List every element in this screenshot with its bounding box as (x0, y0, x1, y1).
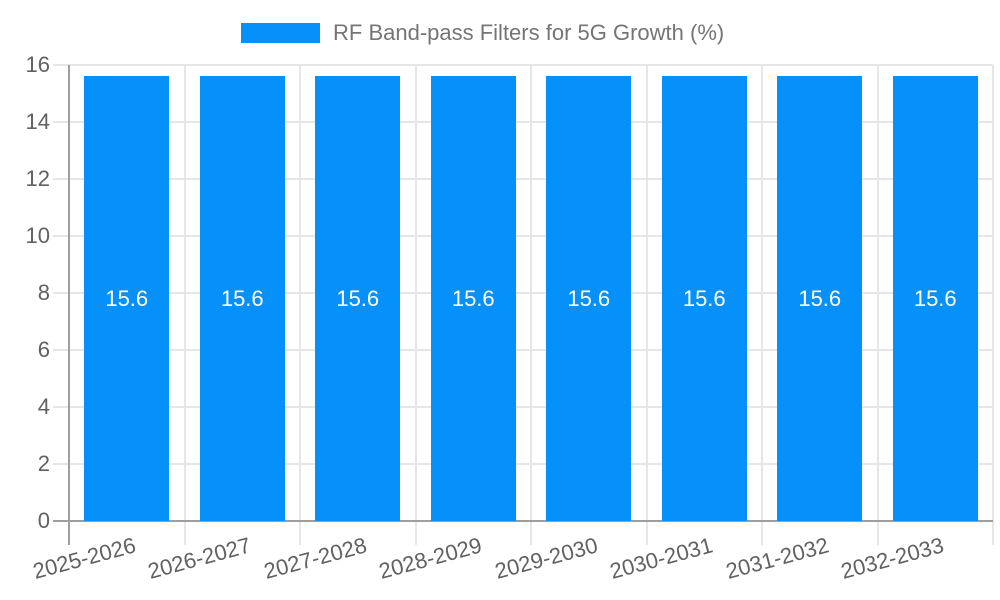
bar[interactable]: 15.6 (430, 76, 516, 521)
x-tick-label: 2031-2032 (722, 532, 831, 584)
bar[interactable]: 15.6 (777, 76, 863, 521)
y-axis-tick (53, 406, 69, 408)
gridline-vertical (645, 65, 648, 545)
bar-value-label: 15.6 (336, 285, 380, 311)
y-tick-label: 2 (37, 451, 50, 476)
x-tick-label: 2027-2028 (260, 532, 369, 584)
y-tick-label: 14 (25, 109, 50, 134)
bar-value-label: 15.6 (682, 285, 726, 311)
x-axis-line (69, 520, 993, 522)
y-tick-label: 4 (37, 394, 50, 419)
gridline-vertical (876, 65, 879, 545)
legend[interactable]: RF Band-pass Filters for 5G Growth (%) (241, 22, 724, 44)
y-axis-tick (53, 292, 69, 294)
x-tick-label: 2025-2026 (29, 532, 138, 584)
bar-value-label: 15.6 (913, 285, 957, 311)
bar-value-label: 15.6 (451, 285, 495, 311)
x-tick-label: 2028-2029 (376, 532, 485, 584)
x-tick-label: 2029-2030 (491, 532, 600, 584)
y-tick-label: 6 (37, 337, 50, 362)
gridline-vertical (414, 65, 417, 545)
x-tick-label: 2026-2027 (145, 532, 254, 584)
bar[interactable]: 15.6 (199, 76, 285, 521)
bar[interactable]: 15.6 (661, 76, 747, 521)
y-axis-tick (53, 64, 69, 66)
legend-label: RF Band-pass Filters for 5G Growth (%) (333, 20, 725, 45)
y-axis-tick (53, 178, 69, 180)
y-tick-label: 12 (25, 166, 50, 191)
bar[interactable]: 15.6 (892, 76, 978, 521)
x-tick-label: 2030-2031 (607, 532, 716, 584)
y-axis-tick (53, 349, 69, 351)
gridline-vertical (761, 65, 763, 545)
gridline-vertical (530, 65, 532, 545)
bar-value-label: 15.6 (567, 285, 611, 311)
y-tick-label: 10 (25, 223, 50, 248)
x-tick-label: 2032-2033 (838, 532, 947, 584)
bar[interactable]: 15.6 (546, 76, 632, 521)
y-tick-label: 16 (25, 52, 50, 77)
y-tick-label: 8 (37, 280, 50, 305)
gridline-vertical (992, 65, 994, 545)
bar[interactable]: 15.6 (84, 76, 170, 521)
y-axis-tick (53, 463, 69, 465)
bar-value-label: 15.6 (105, 285, 149, 311)
gridline-vertical (183, 65, 186, 545)
bar-value-label: 15.6 (798, 285, 842, 311)
bar[interactable]: 15.6 (315, 76, 401, 521)
bar-value-label: 15.6 (220, 285, 264, 311)
y-axis-tick (53, 121, 69, 123)
y-axis-line (68, 65, 70, 545)
y-axis-tick (53, 520, 69, 522)
legend-swatch (241, 23, 320, 43)
y-tick-label: 0 (37, 508, 50, 533)
gridline-vertical (299, 65, 301, 545)
y-axis-tick (53, 235, 69, 237)
